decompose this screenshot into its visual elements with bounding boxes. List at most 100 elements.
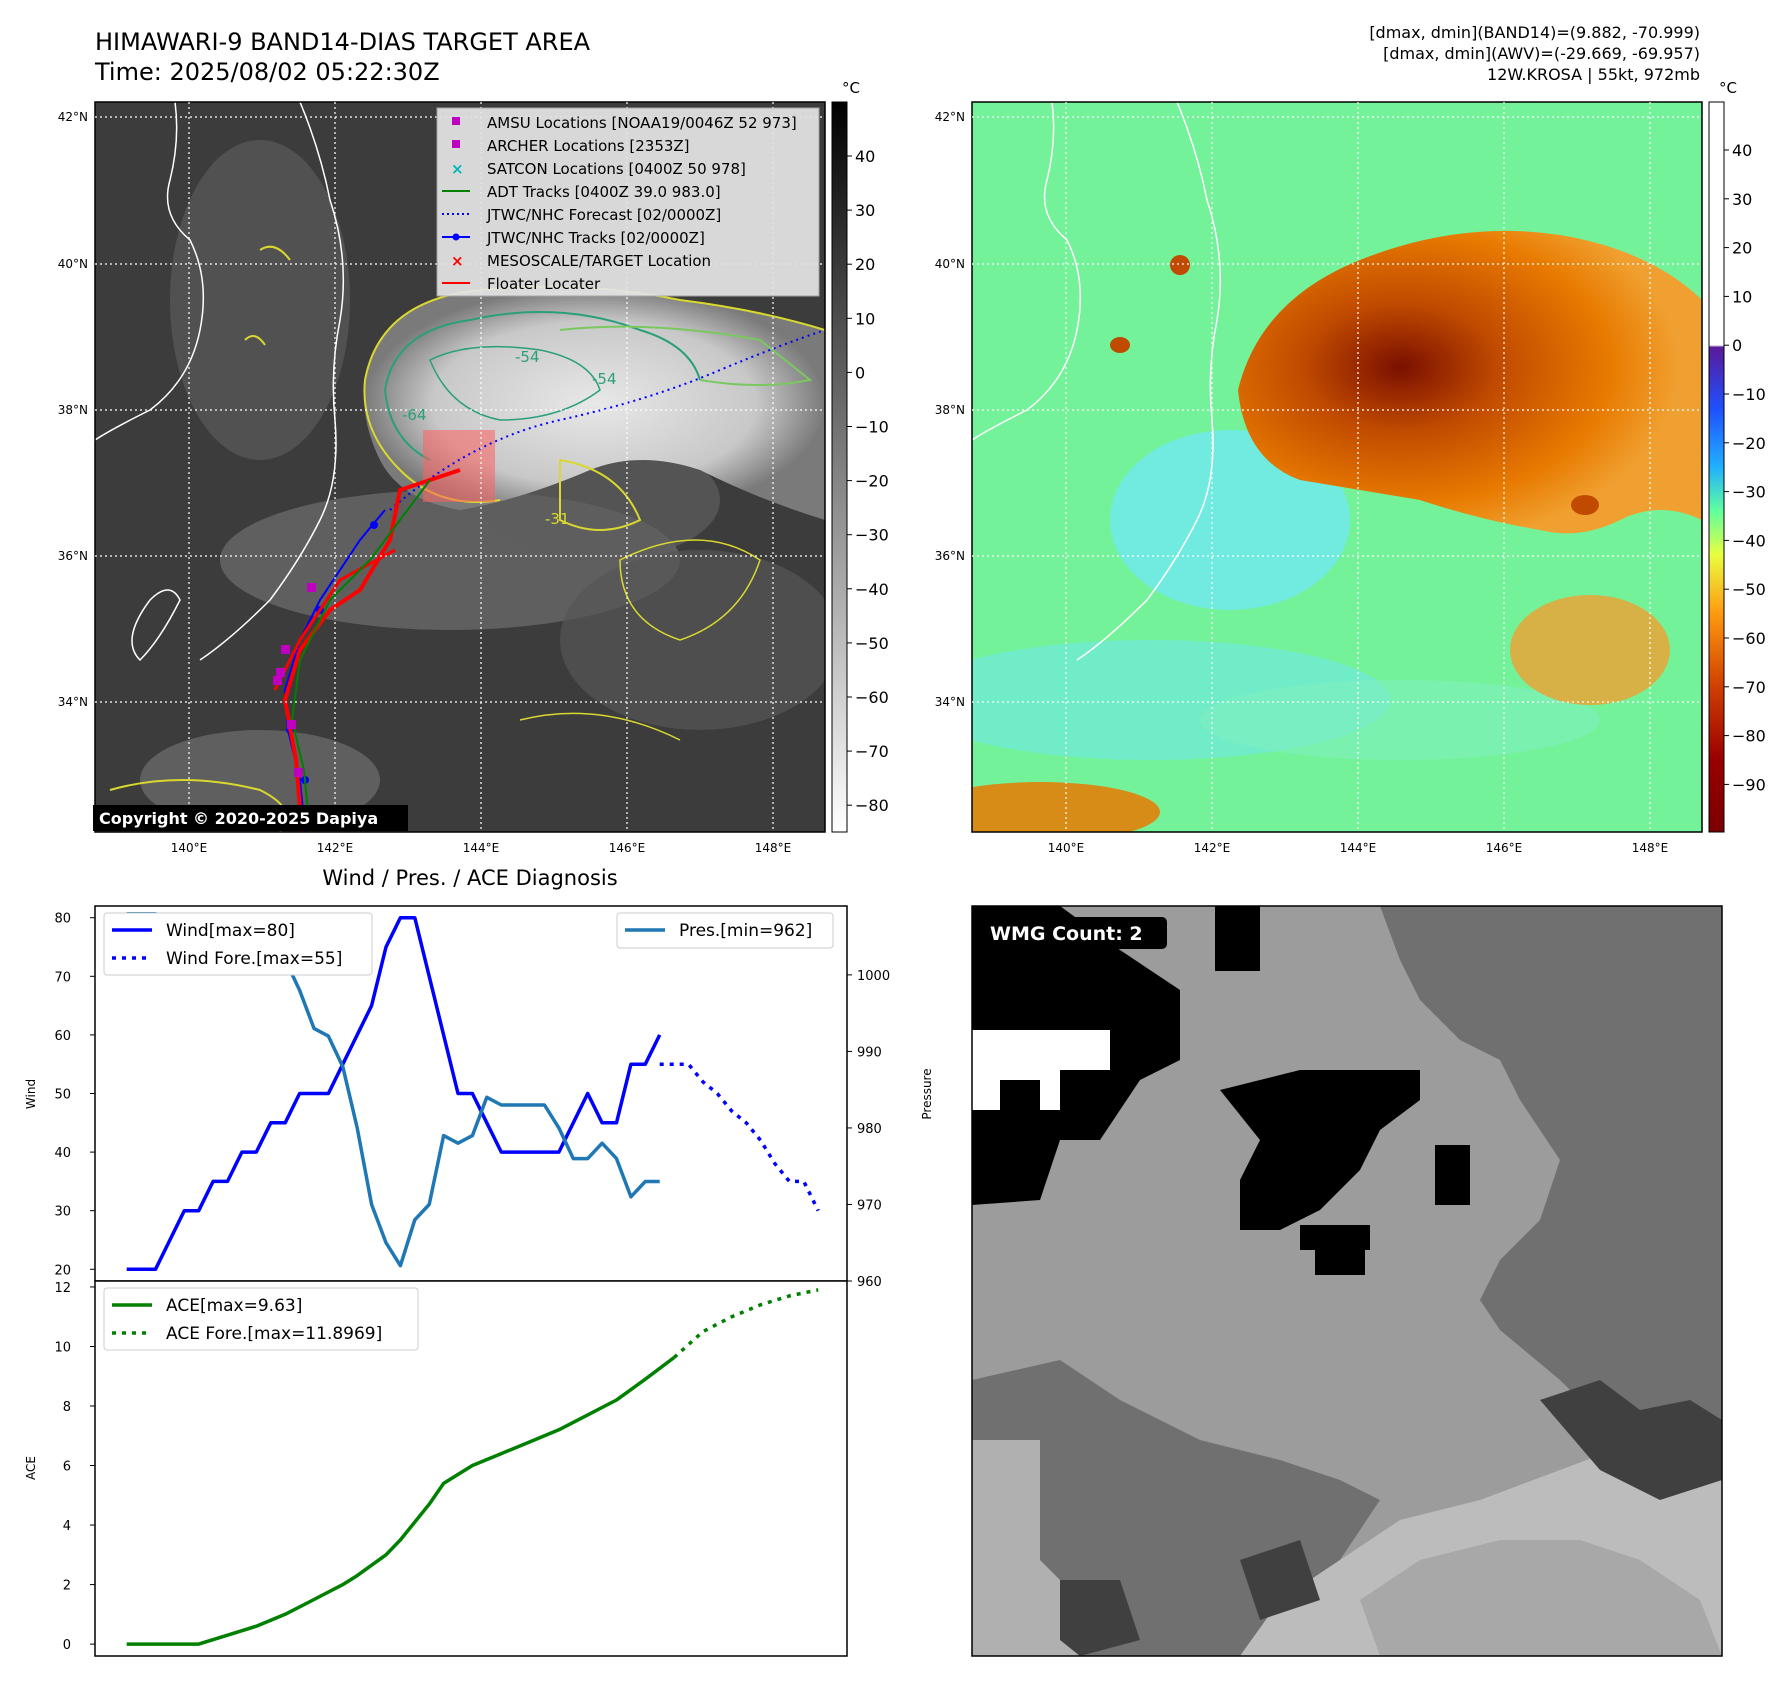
ace-tick-label: 2 [63, 1579, 71, 1594]
wind-pressure-plot: Wind Pressure 80 70 60 50 40 30 20 1000 990 980 9… [24, 905, 934, 1290]
pressure-legend: Pres.[min=962] [616, 912, 834, 949]
ace-tick-label: 10 [54, 1340, 71, 1355]
lat-tick: 34°N [935, 695, 965, 709]
title-line-2: Time: 2025/08/02 05:22:30Z [94, 58, 440, 86]
wmg-panel: WMG Count: 2 [971, 905, 1723, 1657]
lat-tick: 34°N [58, 695, 88, 709]
lat-tick: 42°N [935, 110, 965, 124]
legend-label: Wind[max=80] [166, 921, 295, 941]
lat-tick: 42°N [58, 110, 88, 124]
colorbar-tick-label: −40 [1732, 531, 1766, 550]
lat-tick: 38°N [935, 403, 965, 417]
colorbar-tick-label: −10 [855, 418, 889, 437]
lon-tick: 144°E [1340, 841, 1377, 855]
info-line-2: [dmax, dmin](AWV)=(-29.669, -69.957) [1383, 44, 1700, 63]
colorbar-tick-label: −80 [1732, 727, 1766, 746]
legend-label: Wind Fore.[max=55] [166, 949, 342, 969]
ace-forecast-series-line [672, 1288, 819, 1359]
info-line-3: 12W.KROSA | 55kt, 972mb [1487, 65, 1700, 84]
lon-tick: 140°E [171, 841, 208, 855]
ace-legend: ACE[max=9.63] ACE Fore.[max=11.8969] [103, 1287, 419, 1351]
ace-tick-label: 4 [63, 1519, 71, 1534]
legend-label: SATCON Locations [0400Z 50 978] [487, 160, 746, 178]
ace-plot: ACE 12 10 8 6 4 2 0 ACE[max=9.63] ACE Fore.[ma… [24, 1280, 848, 1657]
legend-marker-jtwc-dot [452, 233, 460, 241]
colorbar-tick-label: −60 [1732, 629, 1766, 648]
wind-axis-label: Wind [24, 1079, 38, 1109]
wind-tick-label: 20 [54, 1263, 71, 1278]
legend-marker-satcon-icon: × [451, 160, 464, 178]
colorbar-tick-label: 0 [1732, 336, 1742, 355]
colorbar-tick-label: −20 [1732, 434, 1766, 453]
legend-label: AMSU Locations [NOAA19/0046Z 52 973] [487, 114, 797, 132]
pressure-tick-label: 990 [857, 1045, 882, 1060]
legend-label: ARCHER Locations [2353Z] [487, 137, 690, 155]
wind-series-line [126, 915, 662, 1272]
lat-tick: 40°N [58, 257, 88, 271]
legend-marker-amsu [452, 117, 460, 125]
ir-lon-ticks: 140°E 142°E 144°E 146°E 148°E [171, 841, 792, 855]
pressure-tick-label: 960 [857, 1275, 882, 1290]
pressure-axis-label: Pressure [920, 1068, 934, 1119]
legend-label: Pres.[min=962] [679, 921, 812, 941]
wind-tick-label: 60 [54, 1029, 71, 1044]
colorbar-tick-label: −70 [1732, 678, 1766, 697]
colorbar-tick-label: −90 [1732, 775, 1766, 794]
diagnosis-title: Wind / Pres. / ACE Diagnosis [322, 866, 617, 890]
wind-tick-label: 70 [54, 970, 71, 985]
ace-tick-label: 12 [54, 1281, 71, 1296]
ir-legend: AMSU Locations [NOAA19/0046Z 52 973] ARC… [436, 107, 820, 297]
wind-forecast-series-line [659, 1062, 820, 1212]
lat-tick: 40°N [935, 257, 965, 271]
title-line-1: HIMAWARI-9 BAND14-DIAS TARGET AREA [95, 28, 591, 56]
wv-colorbar: °C 40 30 20 10 0 −10 −20 −30 −40 −50 −60 −70 −80 −90 [1708, 79, 1766, 833]
legend-marker-target-icon: × [451, 252, 464, 270]
contour-label: -54 [515, 348, 540, 366]
colorbar-tick-label: 20 [855, 255, 875, 274]
contour-label: -64 [402, 406, 427, 424]
wmg-count-label: WMG Count: 2 [990, 923, 1143, 945]
ir-map-panel: -54 -54 -64 -31 Copyright © 2020-2025 Da… [58, 79, 889, 855]
colorbar-tick-label: 10 [1732, 287, 1752, 306]
wv-colorbar-unit: °C [1719, 79, 1737, 97]
colorbar-tick-label: 30 [855, 201, 875, 220]
wv-lat-ticks: 42°N 40°N 38°N 36°N 34°N [935, 110, 965, 709]
colorbar-tick-label: 20 [1732, 239, 1752, 258]
legend-label: ACE[max=9.63] [166, 1296, 302, 1316]
colorbar-tick-label: −30 [855, 526, 889, 545]
legend-label: JTWC/NHC Tracks [02/0000Z] [486, 229, 705, 247]
pressure-tick-label: 970 [857, 1198, 882, 1213]
lon-tick: 144°E [463, 841, 500, 855]
wind-tick-label: 80 [54, 912, 71, 927]
colorbar-tick-label: 10 [855, 309, 875, 328]
lon-tick: 146°E [609, 841, 646, 855]
legend-label: JTWC/NHC Forecast [02/0000Z] [486, 206, 721, 224]
ir-lat-ticks: 42°N 40°N 38°N 36°N 34°N [58, 110, 88, 709]
colorbar-tick-label: −80 [855, 796, 889, 815]
colorbar-tick-label: −30 [1732, 483, 1766, 502]
lat-tick: 36°N [935, 549, 965, 563]
pressure-tick-label: 980 [857, 1122, 882, 1137]
colorbar-tick-label: −10 [1732, 385, 1766, 404]
pressure-tick-label: 1000 [857, 969, 890, 984]
wind-legend: Wind[max=80] Wind Fore.[max=55] [103, 912, 373, 976]
ace-series-line [126, 1356, 676, 1646]
colorbar-tick-label: −50 [855, 634, 889, 653]
contour-label: -54 [592, 370, 617, 388]
ace-tick-label: 0 [63, 1638, 71, 1653]
wmg-count-badge [981, 917, 1167, 949]
colorbar-tick-label: −70 [855, 742, 889, 761]
colorbar-tick-label: 30 [1732, 190, 1752, 209]
legend-label: Floater Locater [487, 275, 601, 293]
lon-tick: 148°E [755, 841, 792, 855]
colorbar-tick-label: 40 [855, 147, 875, 166]
contour-label: -31 [545, 510, 570, 528]
legend-label: MESOSCALE/TARGET Location [487, 252, 711, 270]
lon-tick: 140°E [1048, 841, 1085, 855]
legend-marker-archer [452, 140, 460, 148]
wv-map-panel: 42°N 40°N 38°N 36°N 34°N 140°E 142°E 144… [935, 79, 1766, 855]
ir-colorbar: °C 40 30 20 10 0 −10 −20 −30 −40 −50 −60 −70 −80 [831, 79, 889, 833]
wind-tick-label: 50 [54, 1088, 71, 1103]
copyright-label: Copyright © 2020-2025 Dapiya [99, 809, 378, 828]
lon-tick: 142°E [317, 841, 354, 855]
